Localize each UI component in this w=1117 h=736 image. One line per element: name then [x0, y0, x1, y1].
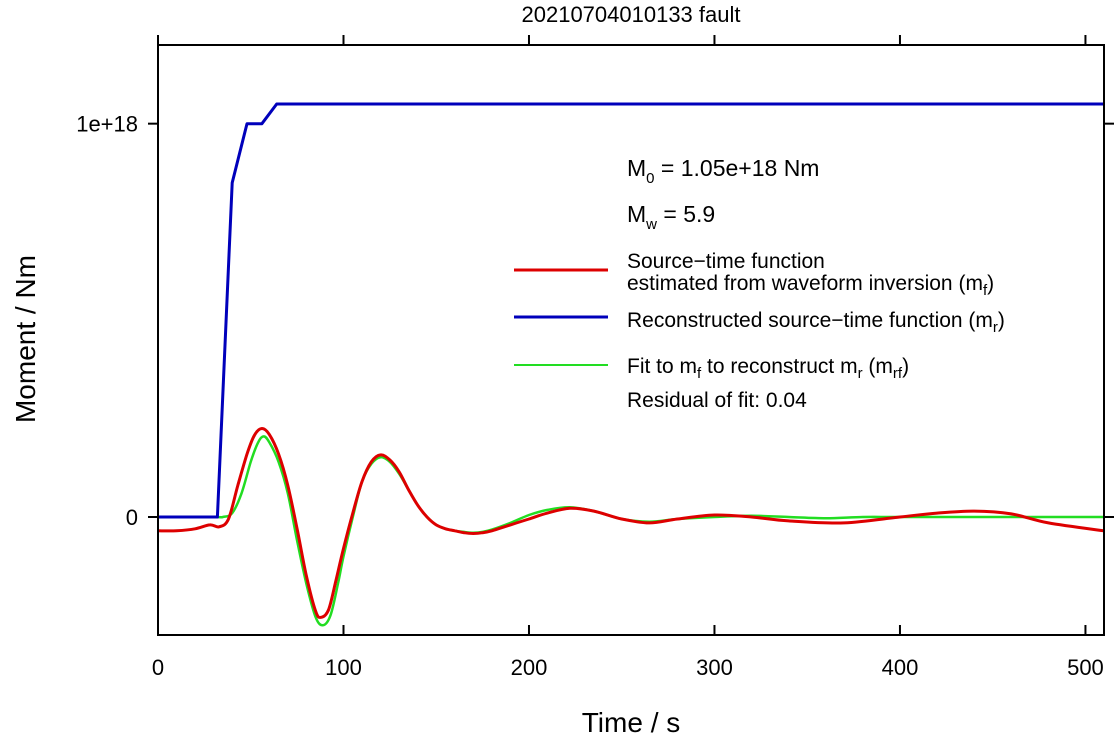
legend-label-mf-line1: Source−time function [627, 250, 825, 273]
legend: Source−time function estimated from wave… [514, 250, 1005, 412]
plot-frame [157, 44, 1105, 636]
x-tick-label: 100 [325, 655, 362, 680]
x-tick-label: 500 [1067, 655, 1104, 680]
y-tick-label: 1e+18 [76, 112, 138, 137]
x-axis-title: Time / s [582, 707, 681, 736]
y-axis-title: Moment / Nm [10, 255, 41, 423]
x-tick-label: 300 [696, 655, 733, 680]
mw-annotation: Mw = 5.9 [627, 201, 715, 233]
y-tick-label: 0 [126, 505, 138, 530]
series-line-mr [158, 102, 1104, 519]
series-line-mrf [158, 435, 1104, 627]
axis-ticks: 0 100 200 300 400 500 0 1e+18 [76, 35, 1114, 680]
series-line-mf [157, 427, 1105, 619]
x-tick-label: 400 [882, 655, 919, 680]
m0-annotation: M0 = 1.05e+18 Nm [627, 155, 819, 187]
residual-annotation: Residual of fit: 0.04 [627, 389, 807, 412]
plot-lines [157, 102, 1105, 627]
legend-label-mrf: Fit to mf to reconstruct mr (mrf) [627, 355, 909, 382]
legend-label-mr: Reconstructed source−time function (mr) [627, 309, 1005, 336]
chart-title: 20210704010133 fault [522, 2, 741, 27]
legend-label-mf-line2: estimated from waveform inversion (mf) [627, 272, 994, 299]
x-tick-label: 200 [511, 655, 548, 680]
x-tick-label: 0 [152, 655, 164, 680]
